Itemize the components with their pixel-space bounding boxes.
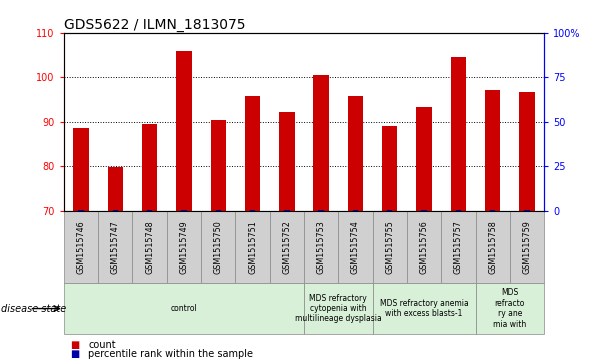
Bar [304, 283, 373, 334]
Bar [284, 210, 289, 211]
Bar [455, 210, 461, 211]
Text: MDS
refracto
ry ane
mia with: MDS refracto ry ane mia with [493, 289, 527, 329]
Bar [133, 211, 167, 283]
Bar [524, 210, 530, 211]
Text: ■: ■ [70, 340, 79, 350]
Bar [142, 124, 157, 211]
Text: GSM1515757: GSM1515757 [454, 220, 463, 274]
Bar [338, 211, 373, 283]
Bar [373, 211, 407, 283]
Bar [382, 126, 398, 211]
Text: GSM1515750: GSM1515750 [214, 220, 223, 274]
Bar [112, 210, 118, 211]
Text: GSM1515758: GSM1515758 [488, 220, 497, 274]
Bar [416, 107, 432, 211]
Text: GSM1515756: GSM1515756 [420, 220, 429, 274]
Bar [181, 210, 187, 211]
Text: GSM1515748: GSM1515748 [145, 220, 154, 274]
Bar [235, 211, 270, 283]
Bar [485, 90, 500, 211]
Bar [108, 167, 123, 211]
Bar [270, 211, 304, 283]
Bar [98, 211, 133, 283]
Bar [407, 211, 441, 283]
Bar [215, 210, 221, 211]
Text: GSM1515746: GSM1515746 [77, 220, 86, 274]
Text: GSM1515755: GSM1515755 [385, 220, 394, 274]
Bar [441, 211, 475, 283]
Bar [519, 92, 534, 211]
Bar [176, 51, 192, 211]
Text: disease state: disease state [1, 303, 66, 314]
Text: percentile rank within the sample: percentile rank within the sample [88, 349, 253, 359]
Bar [167, 211, 201, 283]
Text: GSM1515747: GSM1515747 [111, 220, 120, 274]
Text: GSM1515753: GSM1515753 [317, 220, 326, 274]
Text: GSM1515752: GSM1515752 [282, 220, 291, 274]
Text: GSM1515751: GSM1515751 [248, 220, 257, 274]
Bar [510, 211, 544, 283]
Bar [210, 120, 226, 211]
Bar [353, 210, 358, 211]
Text: GSM1515754: GSM1515754 [351, 220, 360, 274]
Bar [387, 210, 393, 211]
Bar [304, 211, 338, 283]
Bar [490, 210, 496, 211]
Bar [64, 211, 98, 283]
Bar [64, 283, 304, 334]
Bar [147, 210, 153, 211]
Text: GDS5622 / ILMN_1813075: GDS5622 / ILMN_1813075 [64, 18, 246, 32]
Text: GSM1515749: GSM1515749 [179, 220, 188, 274]
Bar [201, 211, 235, 283]
Text: MDS refractory anemia
with excess blasts-1: MDS refractory anemia with excess blasts… [380, 299, 468, 318]
Text: ■: ■ [70, 349, 79, 359]
Bar [348, 96, 363, 211]
Bar [78, 210, 84, 211]
Text: count: count [88, 340, 116, 350]
Bar [451, 57, 466, 211]
Text: control: control [171, 304, 197, 313]
Bar [373, 283, 475, 334]
Bar [421, 210, 427, 211]
Text: GSM1515759: GSM1515759 [522, 220, 531, 274]
Bar [250, 210, 255, 211]
Text: MDS refractory
cytopenia with
multilineage dysplasia: MDS refractory cytopenia with multilinea… [295, 294, 382, 323]
Bar [279, 112, 294, 211]
Bar [314, 75, 329, 211]
Bar [475, 283, 544, 334]
Bar [74, 128, 89, 211]
Bar [245, 96, 260, 211]
Bar [475, 211, 510, 283]
Bar [319, 210, 324, 211]
